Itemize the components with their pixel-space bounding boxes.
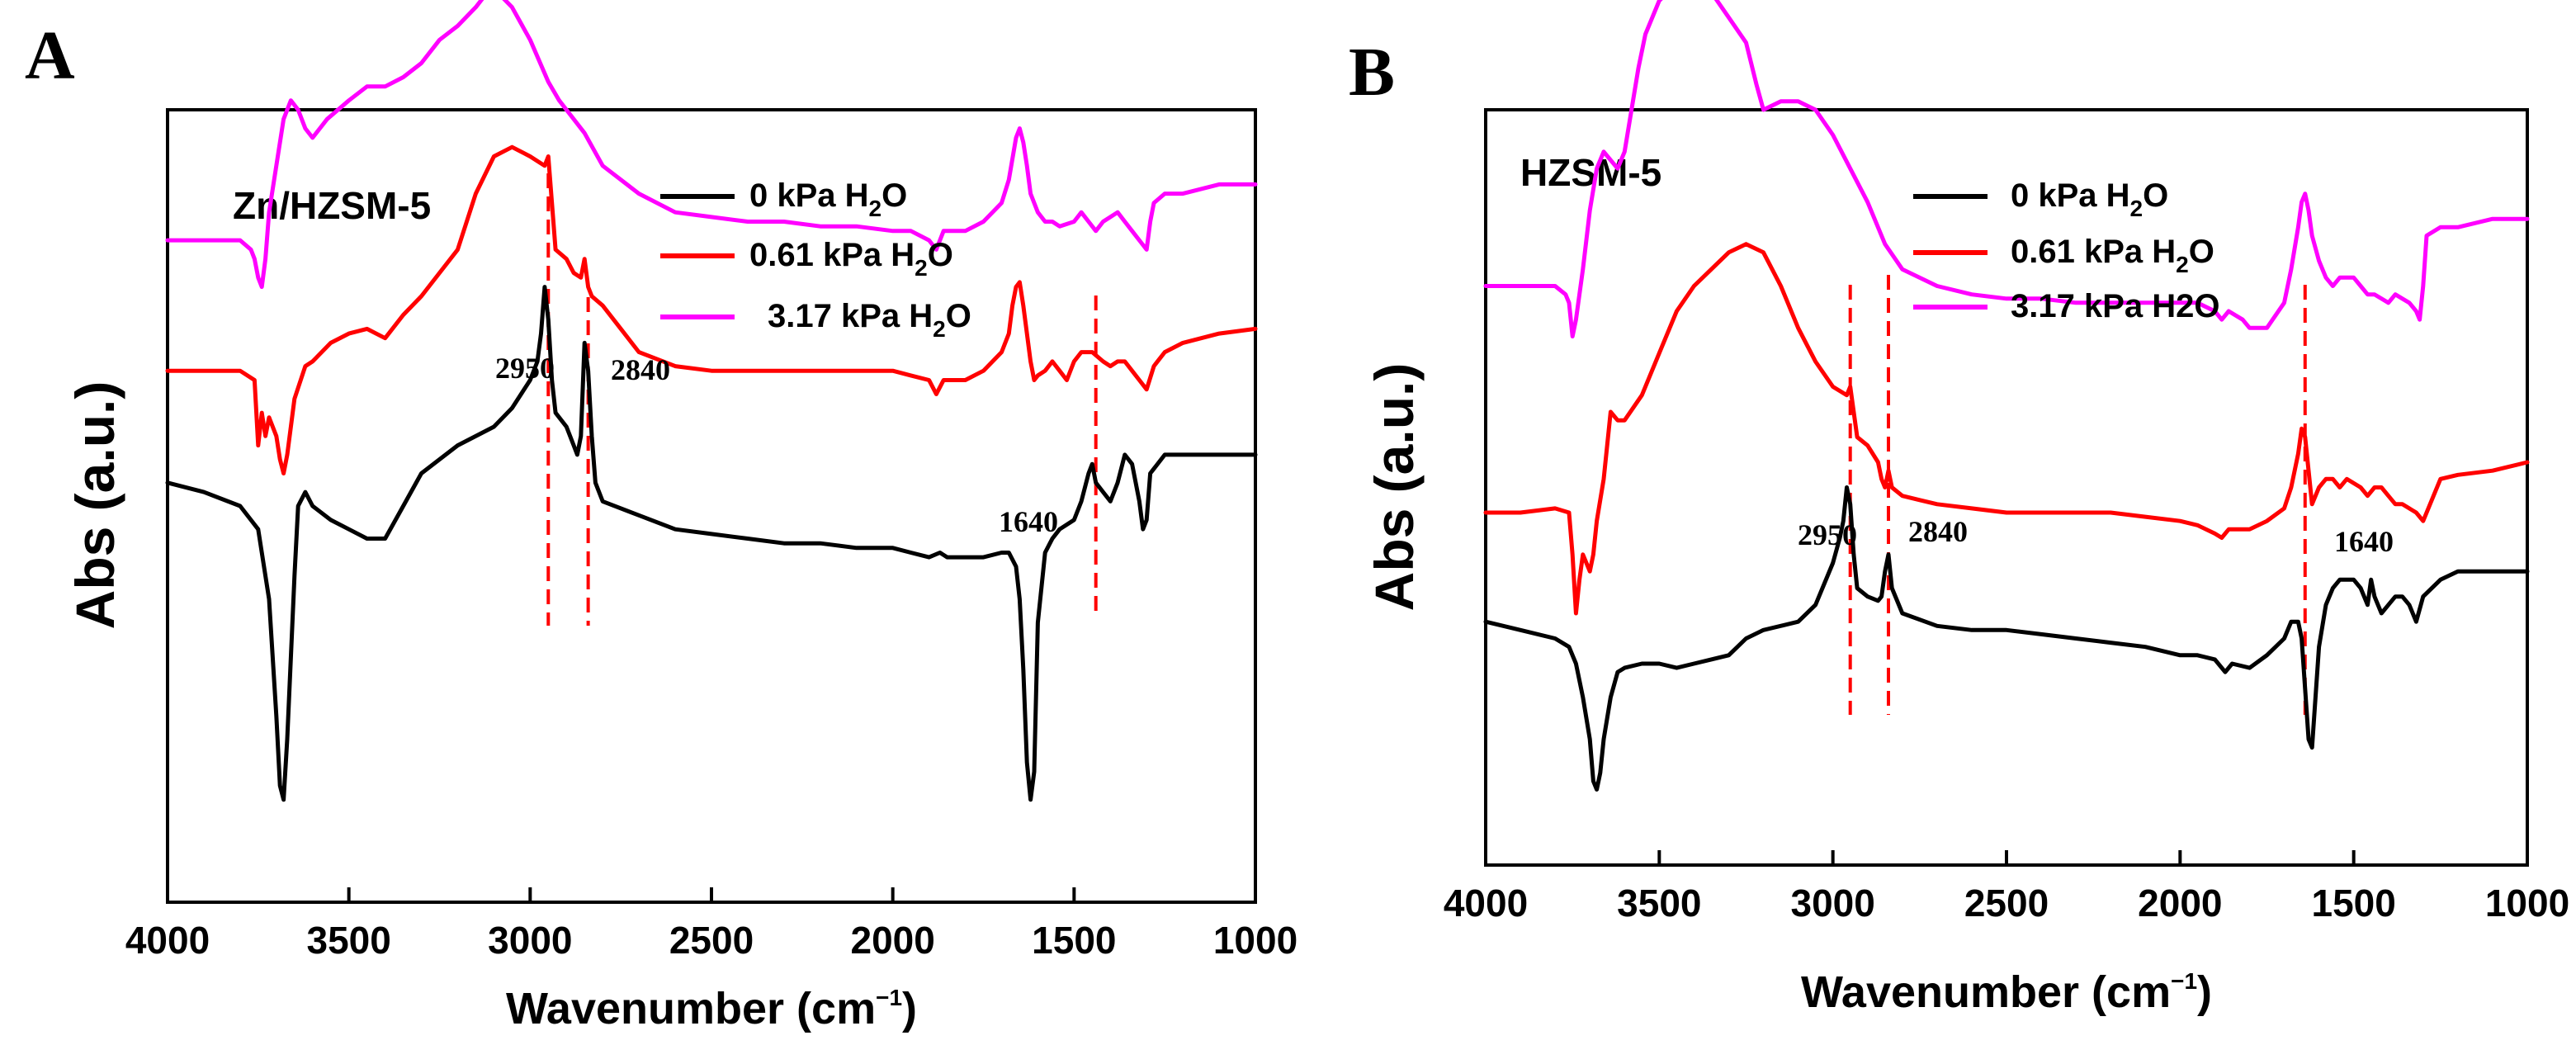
peak-label-b-1640: 1640 (2334, 525, 2394, 558)
y-axis-label-a: Abs (a.u.) (64, 381, 125, 630)
x-tick-label-b-4000: 4000 (1444, 882, 1528, 924)
x-ticks-b: 4000 3500 3000 2500 2000 1500 1000 (1444, 850, 2569, 924)
series-line-a-2 (165, 0, 1258, 290)
series-line-a-0 (165, 285, 1258, 802)
panel-letter-b: B (1349, 34, 1395, 111)
peak-label-a-1640: 1640 (999, 505, 1058, 538)
peak-label-b-2840: 2840 (1908, 515, 1968, 548)
x-tick-label-b-1000: 1000 (2485, 882, 2569, 924)
panel-a: A Zn/HZSM-5 4000 3500 3000 2500 2000 1500 1000… (25, 0, 1297, 1033)
x-tick-label-a-4000: 4000 (125, 919, 210, 962)
x-axis-label-b-sup: −1 (2171, 968, 2197, 994)
series-group-a (165, 0, 1258, 802)
y-axis-label-b-text: Abs (a.u.) (1364, 363, 1425, 612)
peak-labels-b: 2950 2840 1640 (1798, 515, 2394, 558)
panel-letter-a: A (25, 17, 75, 94)
peak-label-a-2950: 2950 (495, 352, 555, 385)
y-axis-label-a-text: Abs (a.u.) (64, 381, 125, 630)
legend-label-b-1: 0.61 kPa H2O (2011, 234, 2214, 277)
reference-lines-a (546, 173, 1098, 626)
x-ticks-a: 4000 3500 3000 2500 2000 1500 1000 (125, 887, 1297, 962)
legend-label-b-2: 3.17 kPa H2O (2011, 288, 2220, 324)
plot-frame-b (1484, 108, 2529, 867)
series-group-b (1483, 0, 2530, 792)
x-tick-label-b-2000: 2000 (2138, 882, 2222, 924)
x-axis-label-b: Wavenumber (cm−1) (1801, 967, 2212, 1017)
x-tick-label-b-2500: 2500 (1964, 882, 2049, 924)
x-tick-label-a-1500: 1500 (1032, 919, 1116, 962)
series-line-a-1 (165, 144, 1258, 475)
legend-label-b-0: 0 kPa H2O (2011, 177, 2168, 221)
x-axis-label-a-text: Wavenumber (cm (506, 984, 876, 1033)
series-line-b-2 (1483, 0, 2530, 338)
series-line-b-1 (1483, 242, 2530, 616)
x-tick-label-b-1500: 1500 (2311, 882, 2395, 924)
x-axis-label-a: Wavenumber (cm−1) (506, 984, 917, 1033)
series-line-b-0 (1483, 485, 2530, 792)
panel-title-b: HZSM-5 (1520, 151, 1661, 194)
x-tick-label-a-3000: 3000 (488, 919, 572, 962)
peak-labels-a: 2950 2840 1640 (495, 352, 1058, 538)
panel-title-a: Zn/HZSM-5 (233, 184, 431, 227)
legend-a: 0 kPa H2O 0.61 kPa H2O 3.17 kPa H2O (660, 177, 971, 342)
x-tick-label-a-3500: 3500 (306, 919, 390, 962)
peak-label-b-2950: 2950 (1798, 518, 1857, 551)
reference-lines-b (1848, 275, 2307, 715)
legend-label-a-2: 3.17 kPa H2O (768, 298, 971, 342)
x-axis-label-b-text: Wavenumber (cm (1801, 967, 2171, 1017)
x-axis-label-b-end: ) (2197, 967, 2212, 1017)
x-tick-label-a-2500: 2500 (669, 919, 754, 962)
x-tick-label-b-3500: 3500 (1617, 882, 1701, 924)
y-axis-label-b: Abs (a.u.) (1364, 363, 1425, 612)
x-tick-label-a-2000: 2000 (850, 919, 934, 962)
x-tick-label-a-1000: 1000 (1213, 919, 1297, 962)
peak-label-a-2840: 2840 (611, 353, 670, 386)
x-axis-label-a-sup: −1 (876, 985, 902, 1010)
legend-label-a-1: 0.61 kPa H2O (749, 237, 953, 281)
legend-label-a-0: 0 kPa H2O (749, 177, 907, 221)
x-tick-label-b-3000: 3000 (1790, 882, 1874, 924)
x-axis-label-a-end: ) (902, 984, 917, 1033)
panel-b: B HZSM-5 4000 3500 3000 2500 2000 1500 1000 0 … (1349, 0, 2569, 1017)
legend-b: 0 kPa H2O 0.61 kPa H2O 3.17 kPa H2O (1913, 177, 2220, 324)
